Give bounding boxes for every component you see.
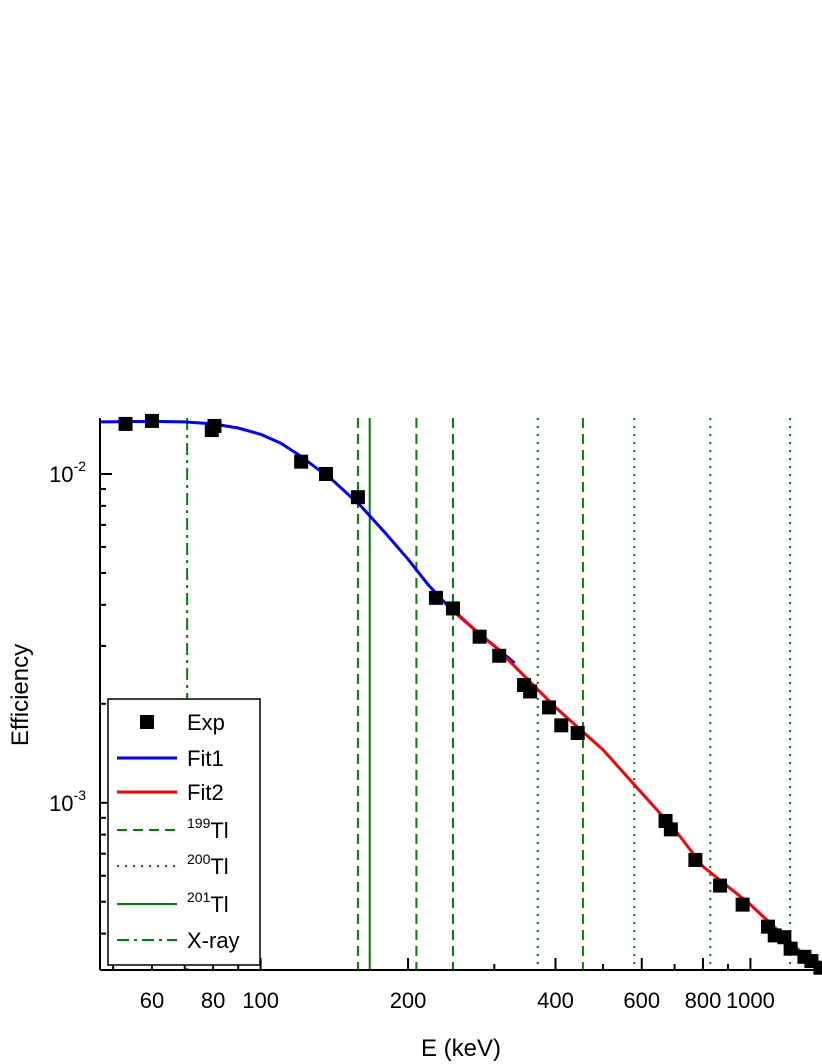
legend-label-fit1: Fit1 xyxy=(187,746,224,771)
exp-point xyxy=(735,897,750,912)
legend-label-fit2: Fit2 xyxy=(187,780,224,805)
reference-lines xyxy=(186,418,792,970)
data-points xyxy=(118,413,822,975)
exp-point xyxy=(118,416,133,431)
exp-point xyxy=(492,648,507,663)
x-tick-label: 1000 xyxy=(726,988,775,1013)
x-tick-label: 100 xyxy=(242,988,279,1013)
exp-point xyxy=(207,418,222,433)
y-tick-label: 10-2 xyxy=(49,458,86,487)
exp-point xyxy=(777,930,792,945)
x-tick-label: 600 xyxy=(623,988,660,1013)
exp-point xyxy=(813,960,822,975)
exp-point xyxy=(472,629,487,644)
exp-point xyxy=(294,454,309,469)
x-tick-label: 200 xyxy=(390,988,427,1013)
exp-point xyxy=(319,466,334,481)
exp-point xyxy=(428,590,443,605)
x-tick-label: 80 xyxy=(201,988,225,1013)
exp-point xyxy=(350,490,365,505)
exp-point xyxy=(523,684,538,699)
legend-box xyxy=(107,698,261,966)
fit2-curve xyxy=(448,607,822,974)
legend-label-tl199: 199Tl xyxy=(187,815,229,843)
y-tick-label: 10-3 xyxy=(49,787,86,816)
y-axis-label: Efficiency xyxy=(7,644,34,746)
exp-point xyxy=(688,852,703,867)
exp-point xyxy=(713,878,728,893)
x-axis-label: E (keV) xyxy=(421,1035,501,1062)
legend: Exp Fit1 Fit2 199Tl 200Tl 201Tl X-ray xyxy=(107,698,261,966)
exp-point xyxy=(554,718,569,733)
x-tick-label: 800 xyxy=(685,988,722,1013)
legend-label-tl201: 201Tl xyxy=(187,889,229,917)
legend-label-xray: X-ray xyxy=(187,928,240,953)
legend-label-tl200: 200Tl xyxy=(187,851,229,879)
exp-point xyxy=(570,726,585,741)
exp-point xyxy=(445,601,460,616)
exp-point xyxy=(663,822,678,837)
x-tick-label: 60 xyxy=(140,988,164,1013)
tick-labels: 60 80 100 200 400 600 800 1000 10-2 10-3 xyxy=(49,458,775,1013)
exp-point xyxy=(144,413,159,428)
legend-label-exp: Exp xyxy=(187,710,225,735)
legend-marker-exp xyxy=(140,715,154,729)
exp-point xyxy=(783,941,798,956)
x-tick-label: 400 xyxy=(537,988,574,1013)
exp-point xyxy=(542,700,557,715)
